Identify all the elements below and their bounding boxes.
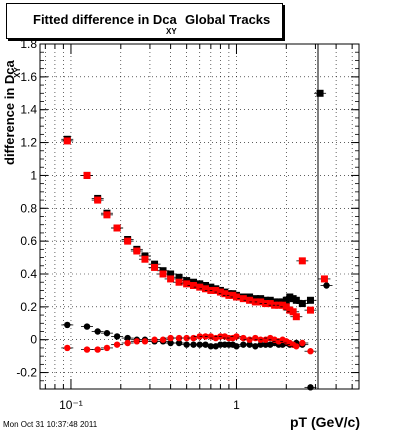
data-point-square [83,171,91,179]
data-point-circle [159,336,167,343]
data-point-square [221,290,229,298]
data-point-square [282,303,290,311]
x-axis-label: pT (GeV/c) [290,414,361,430]
data-point-circle [113,341,121,348]
title-subscript: XY [166,27,177,36]
data-point-circle [94,346,101,353]
data-point-square [141,255,149,263]
title-box: Fitted difference in Dca XY Global Track… [6,3,283,39]
data-point-square [279,301,287,309]
data-point-circle [167,339,174,347]
y-tick-label: 0.8 [20,201,37,215]
data-point-square [282,296,290,304]
y-tick-label: 0 [30,333,37,347]
data-point-circle [83,346,91,353]
data-point-circle [307,348,314,355]
data-point-square [239,295,247,303]
x-tick-labels: 10⁻¹ 1 [59,398,240,412]
data-point-square [292,313,300,321]
data-point-square [103,211,111,219]
data-point-circle [133,338,141,345]
data-point-square [292,296,300,304]
data-point-square [232,293,240,301]
y-axis-label-subscript: XY [12,67,22,78]
data-point-circle [233,333,240,340]
data-point-square [196,283,204,291]
data-markers [61,89,333,391]
data-point-square [229,291,237,299]
data-point-circle [293,343,300,350]
y-tick-label: 1.4 [20,103,37,117]
data-point-circle [83,323,91,330]
y-tick-label: 1.8 [20,37,37,51]
data-point-square [133,247,141,255]
data-point-square [316,89,324,97]
y-tick-label: 1.2 [20,136,37,150]
data-point-circle [240,334,247,342]
data-point-square [167,270,175,278]
data-point-square [151,263,159,271]
data-point-square [94,196,102,204]
data-point-square [257,298,265,306]
x-tick-label: 1 [233,398,240,412]
data-point-square [202,285,210,293]
data-point-circle [64,321,71,329]
data-point-circle [151,336,158,343]
data-point-circle [64,344,71,352]
data-point-square [63,137,71,145]
data-point-square [298,257,306,265]
data-point-circle [141,338,149,345]
data-point-circle [323,282,330,289]
title-main: Fitted difference in Dca [33,12,177,27]
data-point-circle [240,341,247,348]
data-point-square [189,282,197,289]
data-point-circle [246,336,253,343]
data-point-square [320,275,328,283]
data-point-square [159,270,167,278]
y-tick-label: -0.2 [16,366,37,380]
data-point-square [183,280,191,288]
data-point-square [175,278,183,286]
data-point-circle [190,334,197,342]
title-tail: Global Tracks [185,12,271,27]
data-point-circle [233,343,240,350]
data-point-square [175,273,183,281]
x-tick-label: 10⁻¹ [59,398,83,412]
data-point-square [246,296,254,304]
data-point-circle [167,334,174,342]
data-point-circle [183,334,190,342]
data-point-square [216,288,224,296]
y-tick-label: 0.6 [20,234,37,248]
y-tick-label: 1 [30,168,37,182]
data-point-square [124,237,132,245]
data-point-circle [94,328,101,335]
data-point-circle [299,339,306,347]
data-point-circle [183,341,190,348]
data-point-circle [124,334,131,342]
data-point-square [212,286,220,294]
data-point-circle [190,341,197,348]
data-point-square [289,308,297,316]
y-tick-label: 0.4 [20,267,37,281]
y-tick-label: 1.6 [20,70,37,84]
timestamp: Mon Oct 31 10:37:48 2011 [3,420,98,429]
data-point-square [306,306,314,314]
data-point-circle [103,344,111,352]
data-point-square [298,300,306,308]
data-point-circle [175,334,183,342]
data-point-square [306,296,314,304]
data-point-circle [307,384,314,391]
grid-lines [40,43,359,389]
data-point-circle [124,339,131,347]
data-point-circle [113,333,121,340]
y-tick-labels: -0.2 0 0.2 0.4 0.6 0.8 1 1.2 1.4 1.6 1.8 [16,37,37,380]
data-point-square [167,275,175,283]
data-point-square [266,300,274,308]
data-point-circle [103,329,111,337]
axis-ticks [40,43,359,390]
y-tick-label: 0.2 [20,300,37,314]
data-point-square [113,224,121,232]
